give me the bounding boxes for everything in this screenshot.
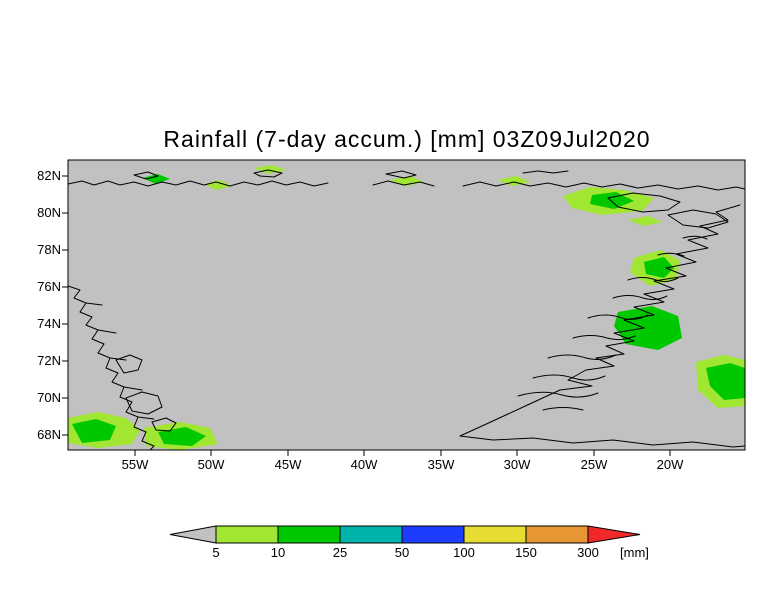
- colorbar-right-arrow: [587, 525, 641, 544]
- x-axis-label: 55W: [122, 457, 149, 472]
- y-axis-labels: 82N 80N 78N 76N 74N 72N 70N 68N: [37, 168, 61, 442]
- coastline: [68, 180, 329, 187]
- colorbar-unit-label: [mm]: [620, 545, 649, 560]
- coastline-landmass: [607, 192, 729, 229]
- y-axis-label: 78N: [37, 242, 61, 257]
- map-frame: [67, 159, 746, 451]
- coastline: [372, 180, 435, 187]
- colorbar-segment: [401, 525, 465, 544]
- x-axis-label: 25W: [581, 457, 608, 472]
- colorbar-tick-label: 100: [453, 545, 475, 560]
- rain-patch: [706, 363, 745, 400]
- x-axis-label: 45W: [275, 457, 302, 472]
- rain-patch: [644, 257, 674, 278]
- coastlines: [68, 169, 745, 450]
- rain-patch: [158, 427, 206, 446]
- coastline-islands: [133, 169, 569, 180]
- coastline: [68, 285, 155, 450]
- coastline: [459, 435, 745, 448]
- coastline-fjords: [517, 235, 708, 411]
- colorbar-left-arrow: [169, 525, 217, 544]
- rainfall-patches: [68, 165, 745, 450]
- rain-patch: [142, 174, 170, 184]
- y-axis-label: 80N: [37, 205, 61, 220]
- x-axis-label: 20W: [657, 457, 684, 472]
- plot-title: Rainfall (7-day accum.) [mm] 03Z09Jul202…: [163, 126, 650, 152]
- x-axis-label: 50W: [198, 457, 225, 472]
- colorbar-segment: [463, 525, 527, 544]
- coastline: [462, 181, 745, 191]
- coastline: [459, 204, 741, 437]
- axis-ticks: [62, 175, 671, 456]
- colorbar-tick-label: 300: [577, 545, 599, 560]
- map-panel: [67, 159, 746, 451]
- y-axis-label: 68N: [37, 427, 61, 442]
- y-axis-label: 74N: [37, 316, 61, 331]
- colorbar-tick-label: 150: [515, 545, 537, 560]
- colorbar-segment: [339, 525, 403, 544]
- rain-patch: [390, 176, 424, 186]
- y-axis-label: 76N: [37, 279, 61, 294]
- rain-patch: [590, 192, 634, 209]
- rain-patch: [72, 419, 116, 443]
- y-axis-label: 72N: [37, 353, 61, 368]
- coastline-islands: [115, 354, 177, 432]
- rain-patch: [614, 306, 682, 350]
- colorbar-segment: [525, 525, 589, 544]
- y-axis-label: 70N: [37, 390, 61, 405]
- x-axis-label: 30W: [504, 457, 531, 472]
- colorbar-tick-label: 50: [395, 545, 409, 560]
- x-axis-labels: 55W 50W 45W 40W 35W 30W 25W 20W: [122, 457, 684, 472]
- colorbar-segment: [277, 525, 341, 544]
- colorbar: 5 10 25 50 100 150 300 [mm]: [169, 525, 649, 560]
- rain-patch: [628, 216, 662, 226]
- x-axis-label: 35W: [428, 457, 455, 472]
- colorbar-tick-label: 25: [333, 545, 347, 560]
- colorbar-segment: [215, 525, 279, 544]
- x-axis-label: 40W: [351, 457, 378, 472]
- colorbar-tick-label: 5: [212, 545, 219, 560]
- y-axis-label: 82N: [37, 168, 61, 183]
- rain-patch: [204, 180, 232, 190]
- colorbar-tick-label: 10: [271, 545, 285, 560]
